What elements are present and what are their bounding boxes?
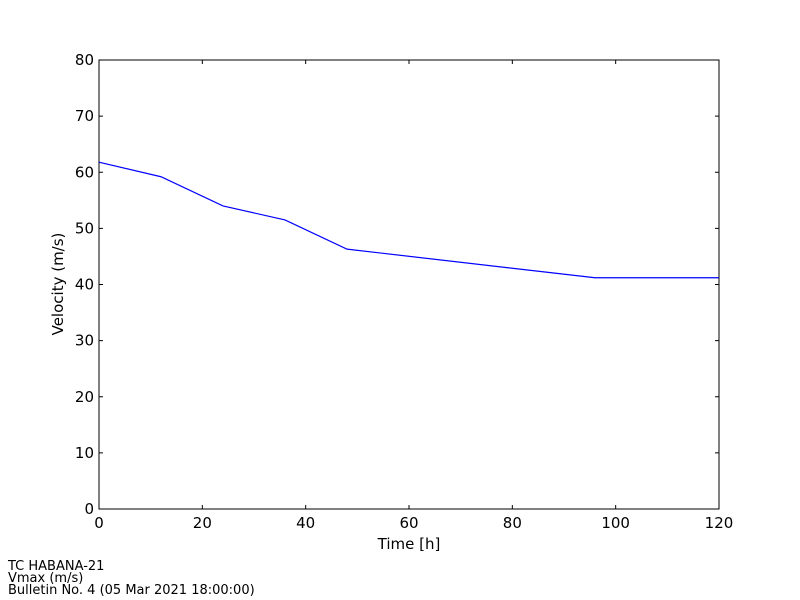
plot-frame [98,59,720,510]
y-tick-label: 70 [75,107,94,125]
x-tick-label: 80 [503,514,522,532]
footer-line: Vmax (m/s) [8,571,83,586]
y-tick-label: 40 [75,276,94,294]
line-series [98,161,719,279]
footer-line: TC HABANA-21 [7,559,104,574]
x-tick-label: 40 [296,514,315,532]
y-tick-label: 10 [75,444,94,462]
x-axis-label: Time [h] [377,535,441,553]
x-tick-label: 60 [399,514,418,532]
x-tick-label: 0 [94,514,104,532]
x-tick-label: 20 [193,514,212,532]
y-tick-label: 60 [75,163,94,181]
x-tick-label: 100 [601,514,630,532]
footer-line: Bulletin No. 4 (05 Mar 2021 18:00:00) [8,583,255,598]
y-tick-label: 80 [75,51,94,69]
y-tick-label: 30 [75,332,94,350]
y-axis-label: Velocity (m/s) [49,233,67,336]
y-tick-label: 20 [75,388,94,406]
y-tick-label: 0 [84,500,94,518]
y-tick-label: 50 [75,219,94,237]
x-tick-label: 120 [705,514,734,532]
